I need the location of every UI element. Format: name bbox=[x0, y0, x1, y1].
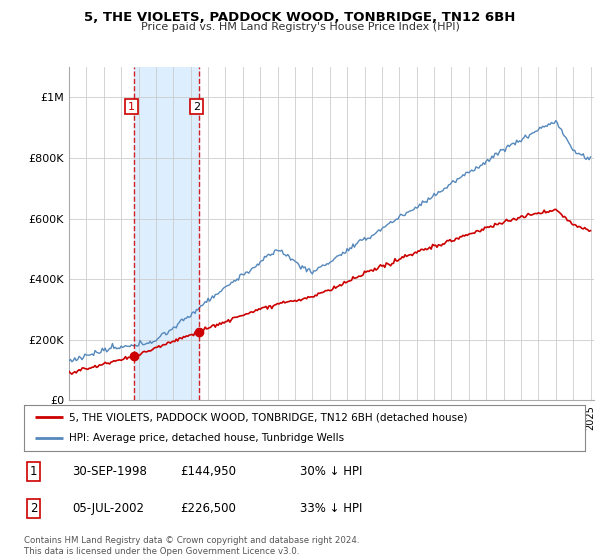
Text: £144,950: £144,950 bbox=[180, 465, 236, 478]
Text: £226,500: £226,500 bbox=[180, 502, 236, 515]
Text: 05-JUL-2002: 05-JUL-2002 bbox=[72, 502, 144, 515]
Text: 1: 1 bbox=[128, 101, 135, 111]
Text: 5, THE VIOLETS, PADDOCK WOOD, TONBRIDGE, TN12 6BH: 5, THE VIOLETS, PADDOCK WOOD, TONBRIDGE,… bbox=[85, 11, 515, 24]
Text: 30-SEP-1998: 30-SEP-1998 bbox=[72, 465, 147, 478]
Text: 2: 2 bbox=[30, 502, 37, 515]
Text: Price paid vs. HM Land Registry's House Price Index (HPI): Price paid vs. HM Land Registry's House … bbox=[140, 22, 460, 32]
Text: 33% ↓ HPI: 33% ↓ HPI bbox=[300, 502, 362, 515]
Text: 30% ↓ HPI: 30% ↓ HPI bbox=[300, 465, 362, 478]
Text: Contains HM Land Registry data © Crown copyright and database right 2024.
This d: Contains HM Land Registry data © Crown c… bbox=[24, 536, 359, 556]
Bar bbox=[134, 67, 199, 400]
Text: 2: 2 bbox=[193, 101, 200, 111]
Text: 1: 1 bbox=[30, 465, 37, 478]
Text: 5, THE VIOLETS, PADDOCK WOOD, TONBRIDGE, TN12 6BH (detached house): 5, THE VIOLETS, PADDOCK WOOD, TONBRIDGE,… bbox=[69, 412, 467, 422]
Text: HPI: Average price, detached house, Tunbridge Wells: HPI: Average price, detached house, Tunb… bbox=[69, 433, 344, 444]
